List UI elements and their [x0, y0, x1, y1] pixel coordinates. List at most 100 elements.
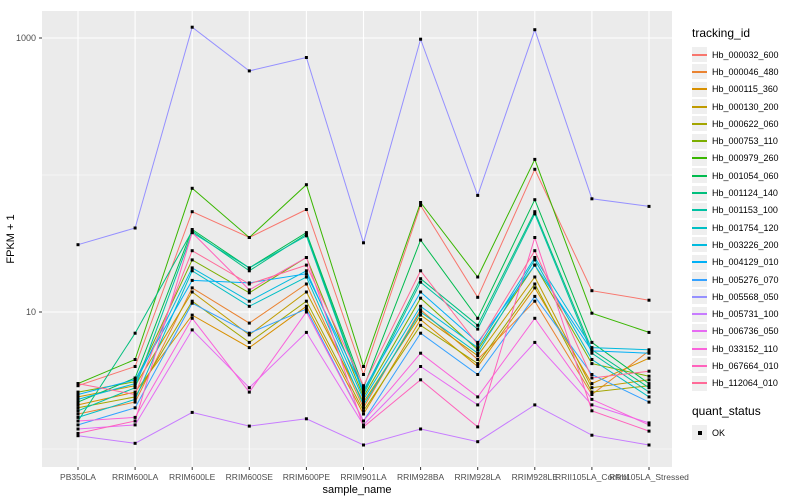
legend-line-swatch	[692, 140, 707, 143]
data-point	[190, 299, 194, 303]
legend-line-swatch	[692, 382, 707, 385]
data-point	[247, 340, 251, 344]
data-point	[190, 210, 194, 214]
data-point	[647, 369, 651, 373]
data-point	[76, 403, 80, 407]
data-point	[76, 397, 80, 401]
data-point	[133, 390, 137, 394]
legend-item-label: Hb_000753_110	[712, 136, 778, 147]
data-point	[476, 395, 480, 399]
data-point	[476, 440, 480, 444]
data-point	[304, 299, 308, 303]
data-point	[304, 263, 308, 267]
data-point	[419, 313, 423, 317]
data-point	[647, 298, 651, 302]
legend-item-label: Hb_112064_010	[712, 378, 778, 389]
legend-key-swatch	[692, 220, 707, 236]
legend-item-label: Hb_000622_060	[712, 118, 779, 129]
data-point	[247, 69, 251, 73]
legend-key-swatch	[692, 254, 707, 270]
legend-item-label: Hb_000979_260	[712, 153, 779, 164]
data-point	[590, 351, 594, 355]
data-point	[419, 296, 423, 300]
legend-item-label: Hb_006736_050	[712, 326, 779, 337]
data-point	[133, 419, 137, 423]
x-tick-label: RRIM901LA	[340, 472, 387, 482]
data-point	[247, 331, 251, 335]
data-point	[647, 348, 651, 352]
data-point	[133, 358, 137, 361]
data-point	[362, 388, 365, 392]
legend-line-swatch	[692, 122, 707, 125]
data-point	[590, 373, 594, 376]
legend-key-swatch	[692, 81, 707, 97]
data-point	[419, 323, 423, 327]
data-point	[533, 167, 537, 171]
data-point	[476, 373, 480, 376]
legend-item-Hb_000979_260: Hb_000979_260	[692, 150, 798, 167]
legend-line-swatch	[692, 347, 707, 350]
data-point	[647, 374, 651, 378]
legend-item-Hb_000115_360: Hb_000115_360	[692, 81, 798, 98]
legend-item-Hb_001754_120: Hb_001754_120	[692, 219, 798, 236]
data-point	[190, 313, 194, 317]
data-point	[533, 157, 537, 161]
data-point	[419, 427, 423, 431]
data-point	[647, 351, 651, 355]
data-point	[190, 186, 194, 190]
data-point	[247, 299, 251, 303]
data-point	[76, 395, 80, 399]
data-point	[304, 56, 308, 59]
legend-key-swatch	[692, 272, 707, 287]
data-point	[247, 346, 251, 350]
data-point	[419, 365, 423, 368]
data-point	[362, 386, 365, 390]
legend-key-swatch	[692, 425, 707, 441]
data-point	[533, 198, 537, 202]
legend-item-Hb_005568_050: Hb_005568_050	[692, 288, 798, 305]
data-point	[476, 346, 480, 350]
data-point	[647, 395, 651, 399]
data-point	[419, 201, 423, 204]
data-point	[533, 299, 537, 303]
data-point	[133, 331, 137, 335]
data-point	[362, 403, 365, 407]
legend-line-swatch	[692, 88, 707, 91]
data-point	[247, 236, 251, 239]
legend-line-swatch	[692, 364, 707, 367]
data-point	[476, 342, 480, 346]
legend-title-tracking-id: tracking_id	[692, 26, 751, 40]
data-point	[590, 346, 594, 350]
legend-key-swatch	[692, 375, 707, 391]
data-point	[476, 358, 480, 361]
data-point	[362, 397, 365, 401]
data-point	[133, 226, 137, 230]
legend-line-swatch	[692, 209, 707, 212]
data-point	[476, 323, 480, 327]
legend-item-Hb_006736_050: Hb_006736_050	[692, 323, 798, 340]
legend-key-swatch	[692, 133, 707, 149]
data-point	[76, 406, 80, 410]
data-point	[419, 310, 423, 314]
legend-item-label: Hb_004129_010	[712, 257, 779, 268]
data-point	[647, 429, 651, 433]
data-point	[190, 249, 194, 253]
x-tick-label: RRIM600SE	[226, 472, 274, 482]
data-point	[476, 340, 480, 344]
data-point	[133, 395, 137, 399]
x-tick-label: RRIM600PE	[283, 472, 331, 482]
legend-item-label: Hb_000130_200	[712, 101, 779, 112]
x-tick-label: RRIM600LA	[112, 472, 159, 482]
legend-item-Hb_004129_010: Hb_004129_010	[692, 254, 798, 271]
legend-key-swatch	[692, 185, 707, 201]
data-point	[362, 384, 365, 388]
legend-line-swatch	[692, 261, 707, 264]
data-point	[76, 393, 80, 396]
data-point	[76, 415, 80, 419]
data-point	[304, 272, 308, 276]
legend-key-swatch	[692, 323, 707, 339]
data-point	[419, 290, 423, 294]
data-point	[590, 349, 594, 353]
